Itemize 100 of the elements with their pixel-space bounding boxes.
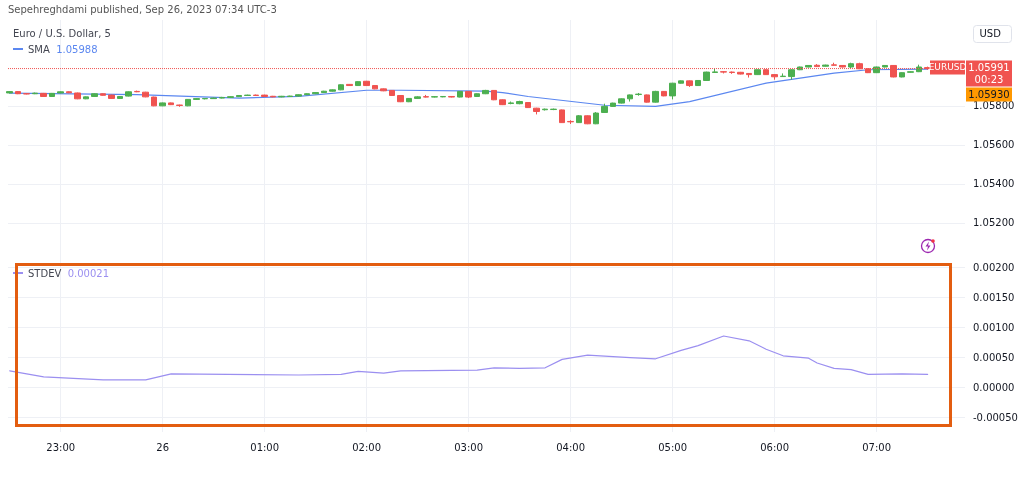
text: 00:23 [974, 74, 1004, 86]
y-tick-label: -0.00050 [973, 411, 1018, 423]
candlestick [414, 95, 421, 100]
legend-label: STDEV [28, 267, 62, 279]
candlestick [746, 72, 752, 79]
x-tick-label: 02:00 [352, 441, 382, 453]
candlestick [210, 97, 217, 100]
candlestick [465, 90, 472, 99]
candlestick [346, 83, 353, 87]
candlestick [287, 95, 293, 98]
candlestick [431, 95, 438, 98]
y-tick-label: 0.00200 [973, 261, 1015, 273]
candlestick [567, 119, 574, 125]
candlestick [304, 92, 310, 96]
candlestick [669, 82, 676, 100]
text: USD [979, 28, 1002, 39]
candlestick [253, 94, 259, 97]
text: Sepehreghdami published, Sep 26, 2023 07:34 UTC-3 [8, 3, 277, 15]
candlestick [788, 68, 795, 81]
candlestick [40, 92, 47, 98]
candlestick [57, 90, 64, 94]
candlestick [703, 71, 710, 82]
candlestick [533, 107, 540, 115]
candlestick [108, 94, 115, 100]
candlestick [729, 71, 735, 75]
candlestick [295, 93, 302, 97]
candlestick [372, 84, 378, 90]
candlestick [635, 92, 642, 97]
candlestick [15, 90, 21, 95]
candlestick [508, 101, 514, 105]
candlestick [91, 92, 98, 98]
candlestick [270, 95, 276, 98]
x-tick-label: 06:00 [760, 441, 790, 453]
y-tick-label: 0.00000 [973, 381, 1015, 393]
candlestick [448, 95, 455, 98]
candlestick [312, 91, 319, 95]
candlestick [23, 92, 30, 95]
candlestick [363, 80, 370, 87]
y-tick-label: 0.00100 [973, 321, 1015, 333]
candlestick [652, 90, 659, 104]
candlestick [686, 79, 693, 88]
candlestick [499, 98, 506, 106]
candlestick [125, 90, 132, 97]
candlestick [74, 92, 81, 100]
candlestick [873, 66, 880, 74]
candlestick [916, 64, 922, 73]
candlestick [644, 94, 650, 104]
x-tick-label: 01:00 [250, 441, 280, 453]
candlestick [83, 95, 89, 100]
candlestick [355, 80, 361, 87]
x-tick-label: 23:00 [46, 441, 76, 453]
candlestick [627, 94, 633, 103]
candlestick [525, 101, 531, 109]
candlestick [219, 96, 225, 99]
candlestick [661, 90, 667, 97]
candlestick [176, 104, 183, 108]
candlestick [899, 71, 905, 78]
text: Euro / U.S. Dollar, 5 [13, 27, 111, 39]
candlestick [593, 111, 599, 125]
candlestick [474, 92, 480, 98]
candlestick [907, 70, 914, 74]
candlestick [185, 98, 191, 107]
candlestick [737, 71, 744, 75]
candlestick [236, 94, 242, 98]
candlestick [576, 114, 582, 124]
candlestick [380, 87, 387, 92]
x-tick-label: 07:00 [862, 441, 892, 453]
candlestick [780, 72, 786, 78]
candlestick [695, 79, 701, 87]
candlestick [423, 94, 429, 98]
candlestick [754, 68, 761, 76]
candlestick [848, 62, 854, 69]
candlestick [66, 90, 72, 94]
candlestick [831, 62, 837, 67]
candlestick [440, 95, 446, 98]
annotation: 1.05988 [56, 43, 98, 55]
candlestick [882, 64, 888, 68]
y-tick-label: 1.05600 [973, 139, 1015, 151]
candlestick [227, 95, 234, 99]
candlestick [278, 95, 285, 98]
candlestick [329, 88, 336, 93]
candlestick [601, 103, 608, 114]
x-tick-label: 03:00 [454, 441, 484, 453]
candlestick [151, 96, 157, 107]
annotation: 0.00021 [67, 267, 110, 279]
y-tick-label: 1.05200 [973, 217, 1015, 229]
candlestick [457, 90, 463, 98]
x-tick-label: 05:00 [658, 441, 688, 453]
candlestick [338, 83, 344, 91]
x-tick-label: 04:00 [556, 441, 586, 453]
candlestick [678, 79, 684, 85]
candlestick [822, 64, 829, 68]
candlestick [261, 94, 268, 98]
y-tick-label: 1.05800 [973, 100, 1015, 112]
ref-line-label: 1.05991 [968, 62, 1010, 74]
legend-label: SMA [28, 43, 50, 55]
candlestick [117, 95, 123, 100]
candlestick [584, 114, 591, 125]
candlestick [610, 102, 616, 108]
candlestick [618, 97, 625, 104]
